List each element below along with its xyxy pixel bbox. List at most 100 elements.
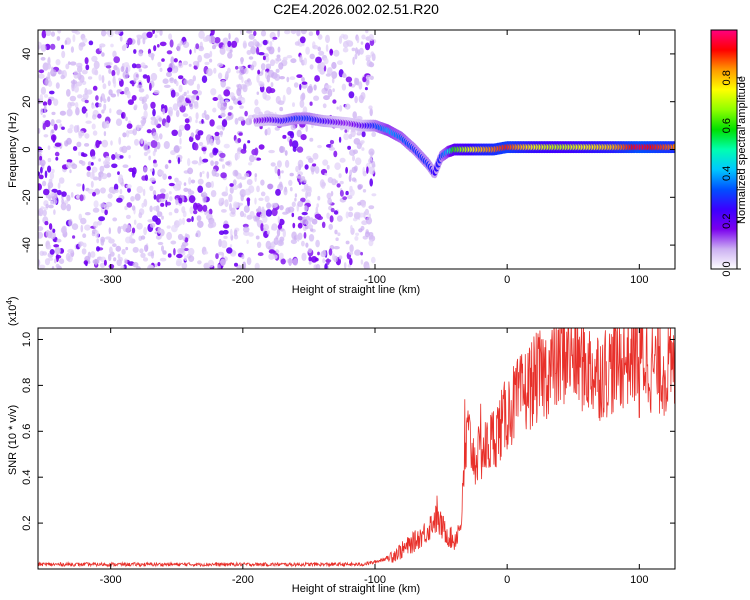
spectrogram-noise-speck (348, 91, 355, 99)
spectrogram-noise-speck (131, 63, 137, 69)
spectrogram-noise-speck (297, 222, 303, 229)
colorbar: 0.0 0.2 0.4 0.6 0.8 Normalized spectral ampl… (710, 29, 748, 277)
spectrogram-noise-speck (173, 145, 180, 153)
spectrogram-noise-speck (75, 107, 80, 116)
spectrogram-noise-speck (53, 244, 60, 248)
spectrogram-noise-speck (183, 91, 187, 97)
spectrogram-noise-speck (305, 46, 310, 55)
spectrogram-noise-speck (38, 259, 41, 267)
spectrogram-noise-speck (212, 107, 217, 113)
spectrogram-noise-speck (103, 103, 107, 111)
spectrogram-noise-speck (116, 109, 123, 116)
spectrogram-noise-speck (365, 264, 371, 269)
spectrogram-noise-speck (305, 190, 308, 199)
spectrogram-noise-speck (248, 162, 253, 166)
spectrogram-noise-speck (277, 46, 281, 53)
spectrogram-noise-speck (228, 193, 233, 203)
spectrogram-noise-speck (119, 155, 124, 159)
spectrogram-noise-speck (303, 179, 307, 184)
spectrogram-noise-speck (277, 168, 281, 177)
spectrogram-noise-speck (303, 183, 309, 191)
spectrogram-noise-speck (176, 258, 183, 267)
spectrogram-noise-speck (188, 195, 196, 204)
spectrogram-noise-speck (38, 149, 43, 154)
spectrogram-noise-speck (309, 64, 314, 70)
spectrogram-noise-speck (211, 168, 217, 177)
spectrogram-noise-speck (60, 70, 64, 75)
spectrogram-noise-speck (354, 249, 361, 256)
spectrogram-noise-speck (357, 184, 362, 190)
spectrogram-noise-speck (215, 138, 221, 145)
spectrogram-noise-speck (331, 77, 335, 84)
spectrogram-noise-speck (49, 249, 55, 255)
spectrogram-noise-speck (238, 132, 243, 136)
spectrogram-noise-speck (107, 96, 111, 102)
spectrogram-noise-speck (153, 90, 160, 95)
spectrogram-noise-speck (323, 57, 329, 65)
spectrogram-noise-speck (38, 231, 44, 239)
spectrogram-noise-speck (250, 64, 255, 71)
spectrogram-noise-speck (282, 134, 287, 139)
spectrogram-noise-speck (119, 35, 123, 42)
spectrogram-noise-speck (99, 165, 105, 173)
spectrogram-noise-speck (217, 72, 223, 80)
spectrogram-noise-speck (209, 35, 216, 44)
spectrogram-noise-speck (99, 45, 102, 52)
spectrogram-noise-speck (301, 240, 305, 247)
spectrogram-noise-speck (51, 188, 58, 193)
spectrogram-noise-speck (210, 190, 217, 198)
spectrogram-noise-speck (272, 254, 278, 260)
spectrogram-noise-speck (334, 229, 338, 235)
spectrogram-noise-speck (132, 128, 137, 136)
spectrogram-noise-speck (104, 62, 111, 66)
spectrogram-noise-speck (42, 180, 47, 187)
spectrogram-noise-speck (178, 84, 183, 93)
spectrogram-noise-speck (161, 245, 164, 252)
spectrogram-noise-speck (87, 76, 93, 80)
spectrogram-noise-speck (252, 38, 258, 46)
spectrogram-noise-speck (256, 91, 260, 95)
spectrogram-noise-speck (348, 206, 354, 211)
spectrogram-noise-speck (366, 166, 369, 174)
spectrogram-noise-speck (149, 82, 152, 91)
spectrogram-noise-speck (73, 70, 79, 79)
spectrogram-noise-speck (98, 102, 102, 108)
spectrogram-noise-speck (115, 245, 122, 252)
spectrogram-noise-speck (78, 242, 82, 248)
spectrogram-noise-speck (51, 111, 56, 116)
spectrogram-noise-speck (69, 102, 76, 107)
spectrogram-noise-speck (365, 30, 369, 34)
snr-x-tick-label: 100 (630, 574, 648, 586)
spectrogram-noise-speck (322, 258, 326, 264)
spectrogram-noise-speck (44, 170, 48, 179)
spectrogram-noise-speck (197, 220, 204, 228)
spectrogram-noise-speck (329, 48, 334, 56)
spectrogram-noise-speck (342, 47, 349, 53)
spectrogram-y-tick-label: -40 (21, 237, 33, 253)
spectrogram-noise-speck (322, 249, 327, 255)
spectrogram-noise-speck (244, 67, 249, 75)
spectrogram-noise-speck (256, 185, 260, 193)
spectrogram-noise-speck (365, 78, 370, 86)
spectrogram-noise-speck (289, 172, 294, 177)
spectrogram-noise-speck (203, 251, 209, 255)
spectrogram-noise-speck (292, 102, 295, 107)
snr-y-multiplier-exponent: 4 (5, 300, 14, 305)
spectrogram-noise-speck (53, 209, 56, 215)
spectrogram-noise-speck (220, 172, 227, 179)
spectrogram-noise-speck (183, 255, 188, 262)
spectrogram-noise-speck (312, 152, 319, 160)
spectrogram-noise-speck (40, 98, 44, 103)
spectrogram-noise-speck (210, 180, 214, 189)
spectrogram-noise-speck (144, 244, 149, 252)
spectrogram-noise-speck (38, 226, 44, 232)
spectrogram-noise-speck (61, 44, 64, 50)
spectrogram-noise-speck (326, 212, 330, 219)
spectrogram-noise-speck (82, 93, 89, 100)
spectrogram-noise-speck (260, 223, 264, 232)
spectrogram-noise-speck (122, 132, 127, 138)
spectrogram-noise-speck (146, 31, 153, 38)
spectrogram-noise-speck (182, 113, 189, 118)
spectrogram-noise-speck (253, 215, 258, 222)
spectrogram-noise-speck (105, 201, 113, 208)
